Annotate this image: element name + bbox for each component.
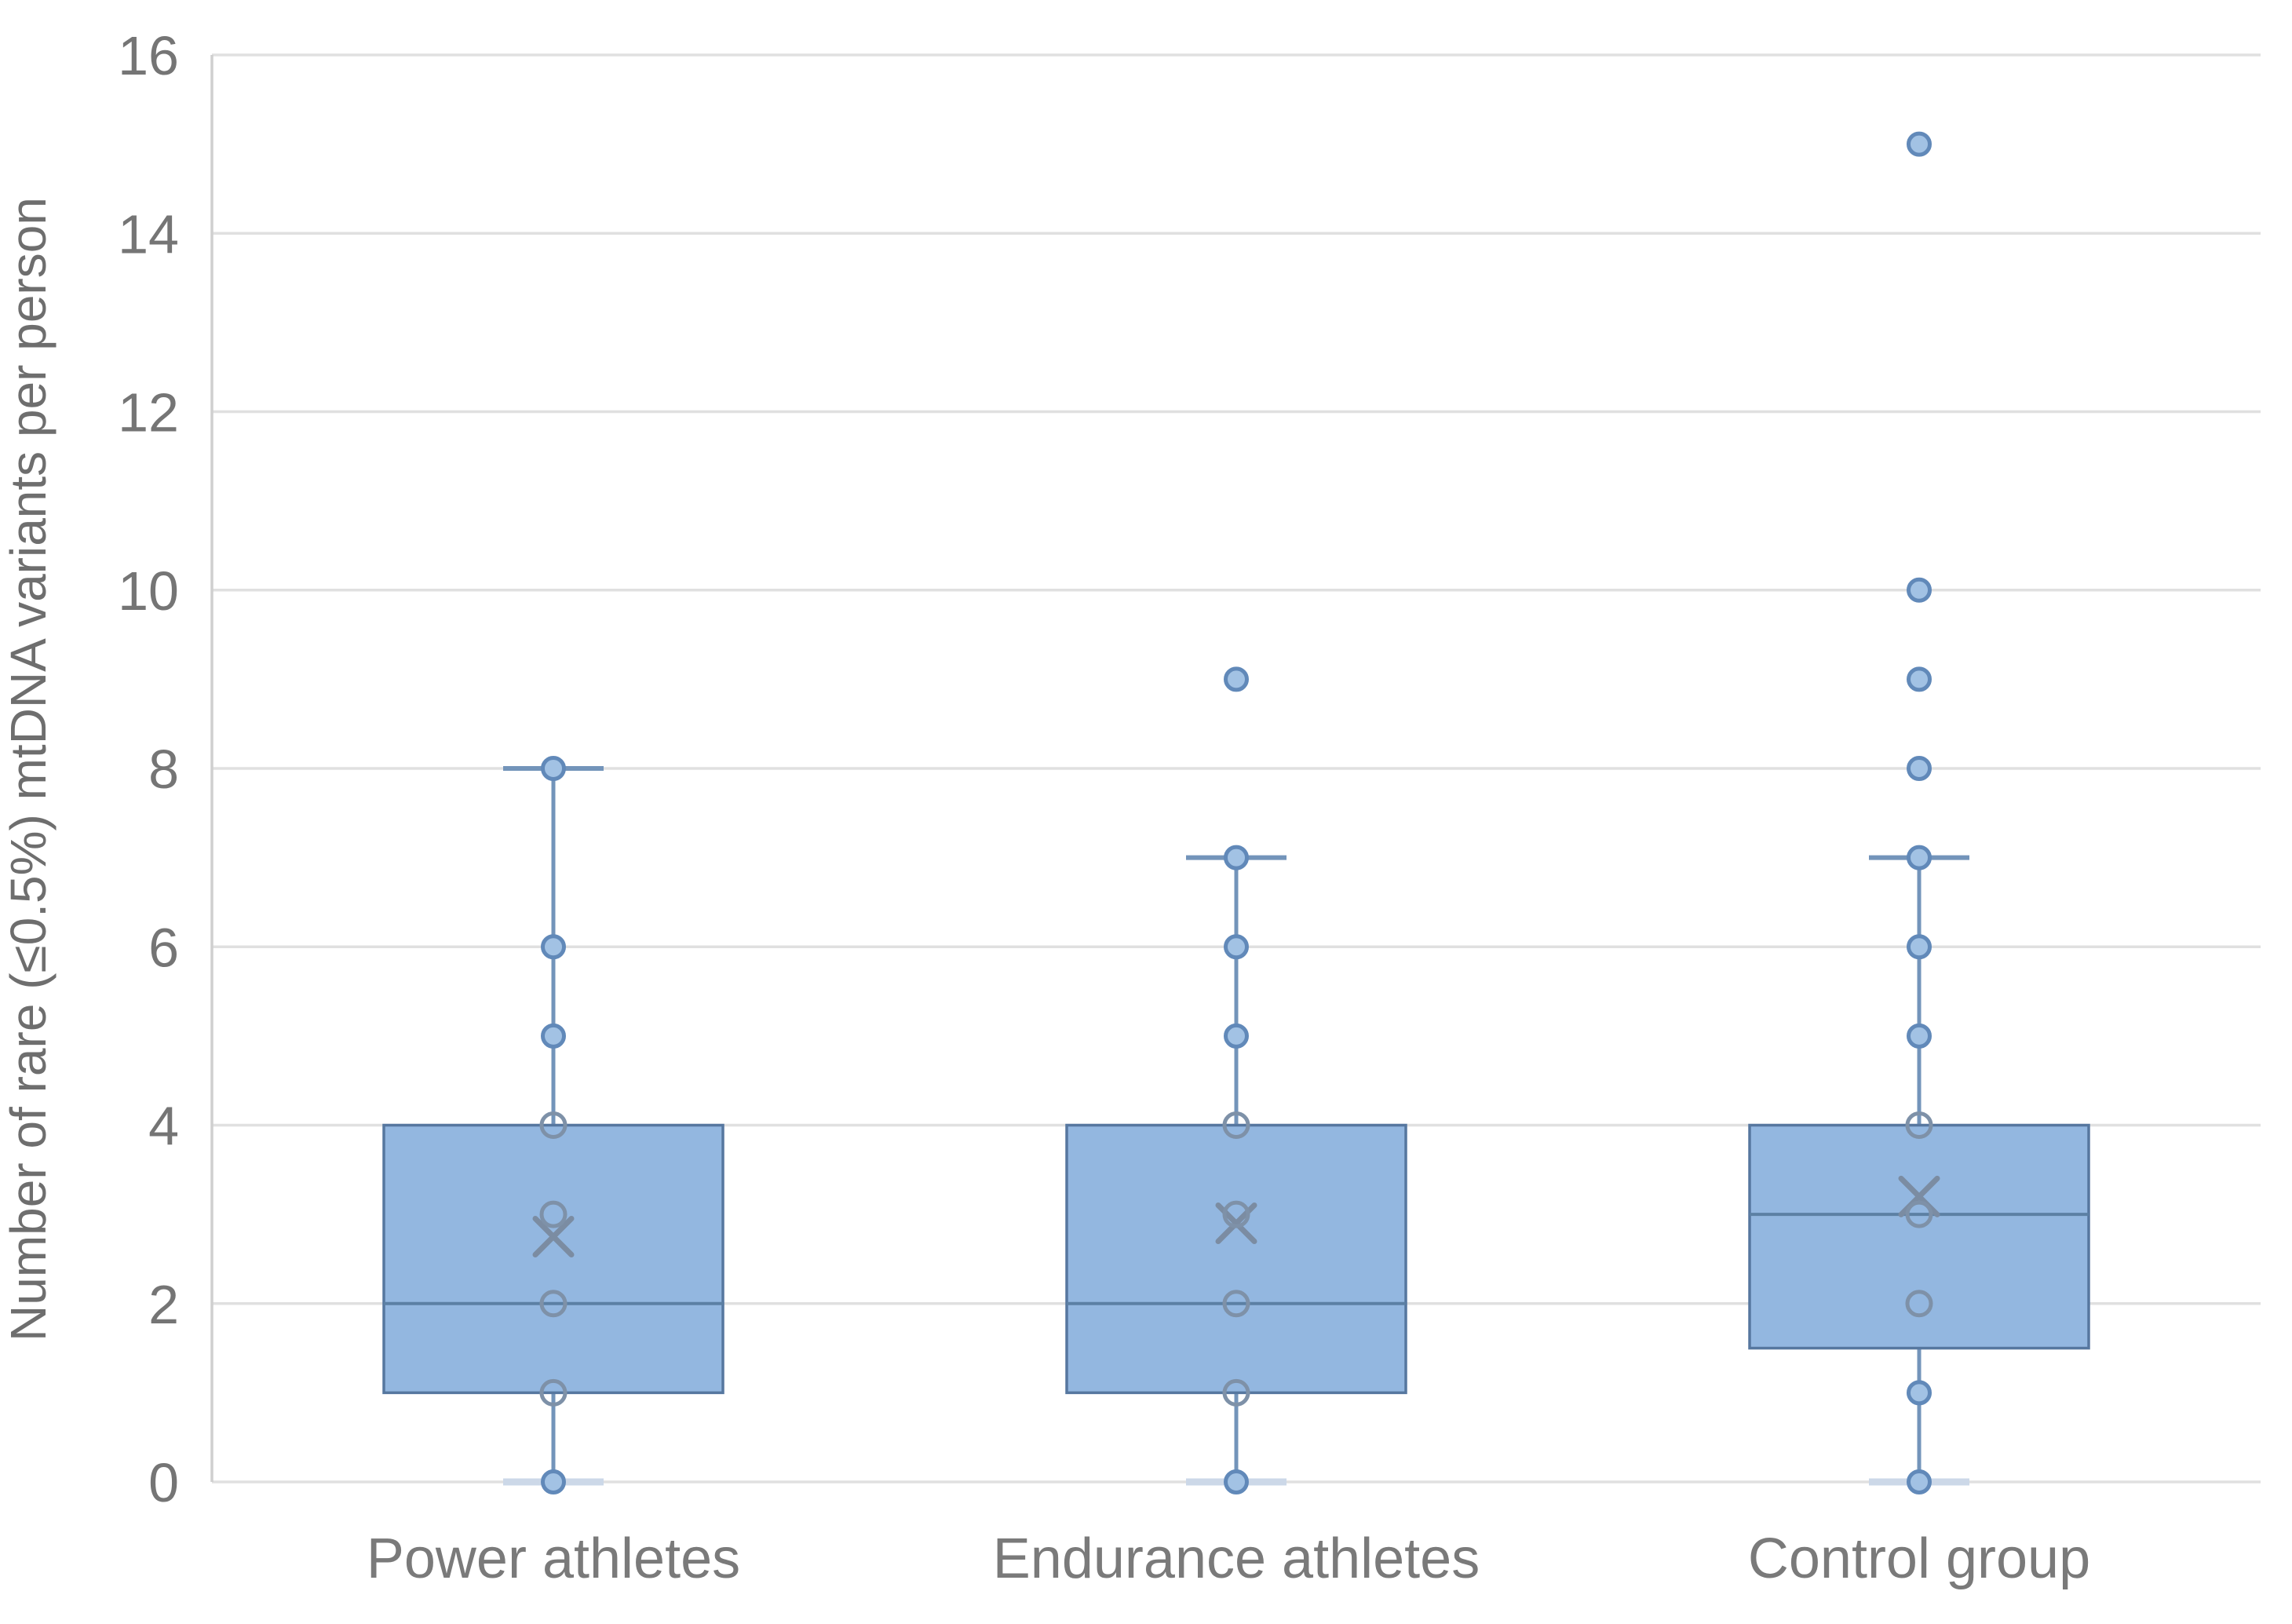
category-label-layer: Power athletes Endurance athletes Control …	[367, 1527, 2090, 1590]
y-tick-label-layer: 0 2 4 6 8 10 12 14 16	[118, 25, 179, 1513]
outlier-point-10	[1907, 577, 1932, 603]
mean-x-stroke	[532, 1216, 575, 1258]
data-point-0	[1224, 1469, 1249, 1494]
open-data-point-2	[1905, 1290, 1933, 1318]
data-point-7	[1907, 845, 1932, 870]
outlier-point-8	[1907, 756, 1932, 781]
data-point-1	[1907, 1380, 1932, 1406]
open-data-point-3	[1222, 1200, 1250, 1228]
series-layer	[382, 131, 2090, 1494]
open-data-point-3	[1905, 1200, 1933, 1228]
data-point-0	[1907, 1469, 1932, 1494]
data-point-7	[1224, 845, 1249, 870]
y-axis-title: Number of rare (≤0.5%) mtDNA variants pe…	[0, 197, 57, 1341]
data-point-5	[1224, 1023, 1249, 1049]
data-point-6	[1224, 934, 1249, 960]
box-rect	[1748, 1123, 2090, 1350]
box-group-3	[1748, 131, 2090, 1494]
open-data-point-2	[539, 1290, 568, 1318]
data-point-6	[1907, 934, 1932, 960]
data-point-0	[541, 1469, 566, 1494]
box-rect	[1065, 1123, 1407, 1395]
y-tick-label-16: 16	[118, 25, 179, 86]
y-tick-label-6: 6	[148, 917, 179, 978]
y-tick-label-0: 0	[148, 1452, 179, 1513]
mean-x-marker	[532, 1216, 575, 1258]
box-group-2	[1065, 666, 1407, 1494]
outlier-point-9	[1907, 666, 1932, 692]
outlier-point-9	[1224, 666, 1249, 692]
open-data-point-3	[539, 1200, 568, 1228]
open-data-point-1	[539, 1378, 568, 1407]
data-point-6	[541, 934, 566, 960]
data-point-5	[1907, 1023, 1932, 1049]
y-tick-label-12: 12	[118, 382, 179, 443]
box-rect	[382, 1123, 724, 1395]
data-point-8	[541, 756, 566, 781]
y-tick-label-4: 4	[148, 1096, 179, 1157]
open-data-point-4	[1222, 1111, 1250, 1139]
y-tick-label-2: 2	[148, 1274, 179, 1335]
open-data-point-4	[1905, 1111, 1933, 1139]
box-group-1	[382, 756, 724, 1494]
category-label-3: Control group	[1748, 1527, 2090, 1590]
y-tick-label-10: 10	[118, 560, 179, 622]
outlier-point-15	[1907, 131, 1932, 157]
data-point-5	[541, 1023, 566, 1049]
y-tick-label-14: 14	[118, 203, 179, 265]
category-label-1: Power athletes	[367, 1527, 740, 1590]
open-data-point-2	[1222, 1290, 1250, 1318]
open-data-point-1	[1222, 1378, 1250, 1407]
open-data-point-4	[539, 1111, 568, 1139]
y-tick-label-8: 8	[148, 739, 179, 800]
category-label-2: Endurance athletes	[993, 1527, 1480, 1590]
